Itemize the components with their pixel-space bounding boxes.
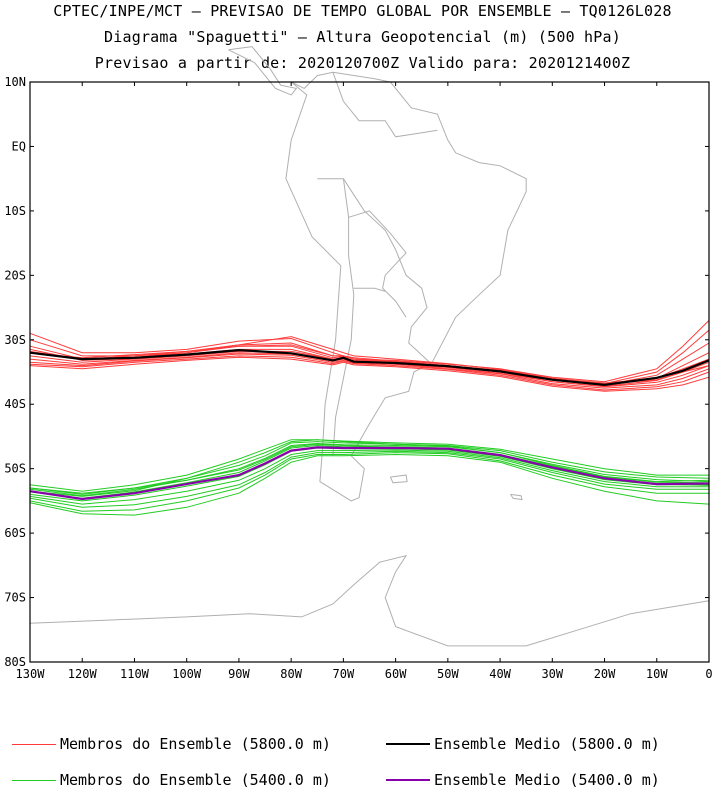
x-tick-label: 120W xyxy=(68,667,98,681)
mean-5800-line xyxy=(29,348,710,387)
border-brazil-west xyxy=(342,178,430,363)
member-5800-line-1 xyxy=(29,320,710,383)
member-5400-line-6 xyxy=(29,449,709,505)
x-tick-label: 10W xyxy=(646,667,668,681)
y-tick-label: 40S xyxy=(4,397,26,411)
border-andes xyxy=(317,178,355,456)
plot-frame xyxy=(29,81,710,663)
legend-swatch-mean-5400 xyxy=(386,779,430,781)
x-tick-label: 60W xyxy=(385,667,407,681)
axes: 130W 120W 110W 100W 90W 80W 70W 60W 50W 40W 30W 20W… xyxy=(4,75,712,681)
legend-label-members-5400: Membros do Ensemble (5400.0 m) xyxy=(60,771,331,789)
member-5400-line-7 xyxy=(29,450,709,508)
y-tick-label: 50S xyxy=(4,462,26,476)
series-layer xyxy=(29,320,710,516)
falklands-outline xyxy=(389,474,408,484)
y-tick-label: 10S xyxy=(4,204,26,218)
y-tick-label: EQ xyxy=(12,139,26,153)
y-tick-label: 20S xyxy=(4,268,26,282)
legend-label-mean-5400: Ensemble Medio (5400.0 m) xyxy=(434,771,660,789)
border-bolivia-paraguay xyxy=(348,210,407,318)
y-tick-label: 80S xyxy=(4,655,26,669)
mean-5400-line xyxy=(29,446,710,501)
border-argentina xyxy=(353,287,386,292)
central-america-outline xyxy=(228,46,298,96)
south-america-outline xyxy=(285,71,527,502)
legend-members-5400: Membros do Ensemble (5400.0 m) xyxy=(12,771,331,789)
x-tick-label: 80W xyxy=(280,667,302,681)
member-5800-line-9 xyxy=(29,356,710,392)
y-tick-label: 70S xyxy=(4,591,26,605)
legend-label-mean-5800: Ensemble Medio (5800.0 m) xyxy=(434,735,660,753)
legend-swatch-members-5800 xyxy=(12,743,56,745)
x-tick-label: 20W xyxy=(594,667,616,681)
title-line-2: Diagrama "Spaguetti" – Altura Geopotenci… xyxy=(104,28,621,46)
x-tick-label: 130W xyxy=(16,667,46,681)
legend-members-5800: Membros do Ensemble (5800.0 m) xyxy=(12,735,331,753)
x-tick-label: 100W xyxy=(172,667,202,681)
y-tick-label: 10N xyxy=(4,75,26,89)
title-line-3: Previsao a partir de: 2020120700Z Valido… xyxy=(94,54,631,72)
x-tick-label: 90W xyxy=(228,667,250,681)
member-5800-line-7 xyxy=(29,353,710,389)
border-north xyxy=(332,72,438,138)
x-tick-label: 110W xyxy=(120,667,150,681)
legend-swatch-members-5400 xyxy=(12,779,56,781)
member-5800-line-8 xyxy=(29,355,710,391)
legend-swatch-mean-5800 xyxy=(386,743,430,745)
y-tick-label: 30S xyxy=(4,333,26,347)
coastline-map xyxy=(29,46,710,647)
member-5400-line-9 xyxy=(29,453,710,516)
x-tick-label: 30W xyxy=(541,667,563,681)
member-5400-line-4 xyxy=(29,444,710,499)
member-5400-line-2 xyxy=(29,441,710,495)
x-tick-label: 0 xyxy=(705,667,712,681)
georgia-outline xyxy=(510,493,523,501)
x-tick-label: 70W xyxy=(333,667,355,681)
x-tick-label: 50W xyxy=(437,667,459,681)
x-tick-label: 40W xyxy=(489,667,511,681)
legend-label-members-5800: Membros do Ensemble (5800.0 m) xyxy=(60,735,331,753)
legend-mean-5800: Ensemble Medio (5800.0 m) xyxy=(386,735,660,753)
antarctica-outline xyxy=(29,554,710,647)
y-tick-label: 60S xyxy=(4,526,26,540)
legend-mean-5400: Ensemble Medio (5400.0 m) xyxy=(386,771,660,789)
title-line-1: CPTEC/INPE/MCT – PREVISAO DE TEMPO GLOBA… xyxy=(53,2,672,20)
member-5400-line-8 xyxy=(29,452,709,512)
